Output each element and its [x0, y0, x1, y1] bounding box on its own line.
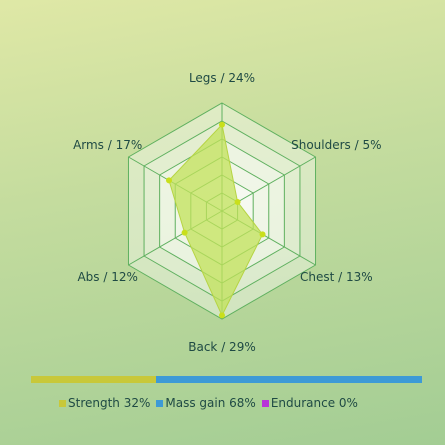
legend-swatch	[156, 399, 164, 407]
legend-label: Strength 32%	[68, 396, 151, 410]
point-arms	[165, 177, 172, 184]
series-points	[165, 121, 266, 319]
axis-label-back: Back / 29%	[188, 340, 255, 354]
bar-segment-strength	[31, 376, 157, 383]
point-chest	[259, 231, 266, 238]
axis-label-arms: Arms / 17%	[73, 138, 142, 152]
point-legs	[219, 121, 225, 128]
axis-label-chest: Chest / 13%	[300, 270, 373, 284]
legend-item-endurance: Endurance 0%	[261, 396, 358, 410]
legend-item-mass-gain: Mass gain 68%	[156, 396, 256, 410]
axis-label-legs: Legs / 24%	[189, 71, 255, 85]
axis-labels: Legs / 24% Shoulders / 5% Chest / 13% Back …	[73, 71, 381, 354]
point-back	[219, 312, 225, 319]
legend-label: Endurance 0%	[270, 396, 358, 410]
bar-segment-mass-gain	[156, 376, 422, 383]
legend-swatch	[59, 399, 66, 407]
legend-label: Mass gain 68%	[165, 396, 256, 410]
axis-label-abs: Abs / 12%	[77, 270, 137, 284]
legend-item-strength: Strength 32%	[59, 396, 150, 410]
point-abs	[181, 229, 188, 236]
legend: Strength 32% Mass gain 68% Endurance 0%	[59, 396, 358, 410]
legend-swatch	[261, 399, 269, 407]
distribution-bar	[31, 376, 422, 383]
point-shoulders	[234, 199, 241, 205]
axis-label-shoulders: Shoulders / 5%	[291, 138, 381, 152]
